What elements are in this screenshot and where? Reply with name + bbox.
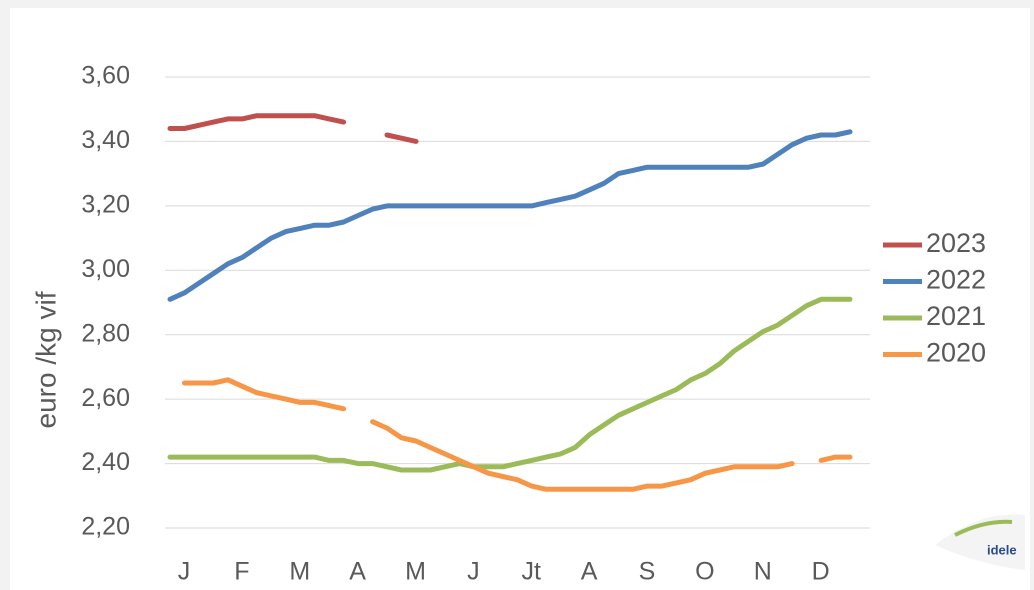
y-tick-label: 3,00: [81, 255, 130, 283]
logo-badge: [935, 514, 1025, 570]
x-tick-label: A: [349, 558, 366, 586]
legend-label: 2022: [926, 265, 986, 295]
x-tick-label: F: [234, 558, 249, 586]
legend-label: 2021: [926, 301, 986, 331]
series-line: [182, 377, 853, 492]
x-tick-label: M: [405, 558, 426, 586]
logo-text: idele: [987, 542, 1017, 557]
logo-swoosh: [954, 519, 1013, 537]
series-line: [167, 129, 853, 302]
y-tick-label: 2,40: [81, 448, 130, 476]
x-tick-label: J: [178, 558, 191, 586]
y-tick-label: 3,60: [81, 62, 130, 90]
x-tick-label: A: [581, 558, 598, 586]
y-tick-label: 2,60: [81, 384, 130, 412]
y-tick-label: 2,20: [81, 513, 130, 541]
y-tick-label: 3,20: [81, 190, 130, 218]
series-line: [167, 296, 853, 473]
legend-label: 2023: [926, 228, 986, 258]
y-axis-label: euro /kg vif: [30, 291, 61, 428]
x-tick-label: J: [467, 558, 480, 586]
x-tick-label: Jt: [522, 558, 542, 586]
y-tick-label: 3,40: [81, 126, 130, 154]
legend-label: 2020: [926, 338, 986, 368]
y-tick-label: 2,80: [81, 319, 130, 347]
x-tick-label: O: [695, 558, 714, 586]
x-tick-label: N: [754, 558, 772, 586]
chart-background: [10, 8, 1030, 590]
x-tick-label: M: [289, 558, 310, 586]
x-tick-label: S: [639, 558, 656, 586]
x-tick-label: D: [812, 558, 830, 586]
series-line: [167, 113, 419, 144]
